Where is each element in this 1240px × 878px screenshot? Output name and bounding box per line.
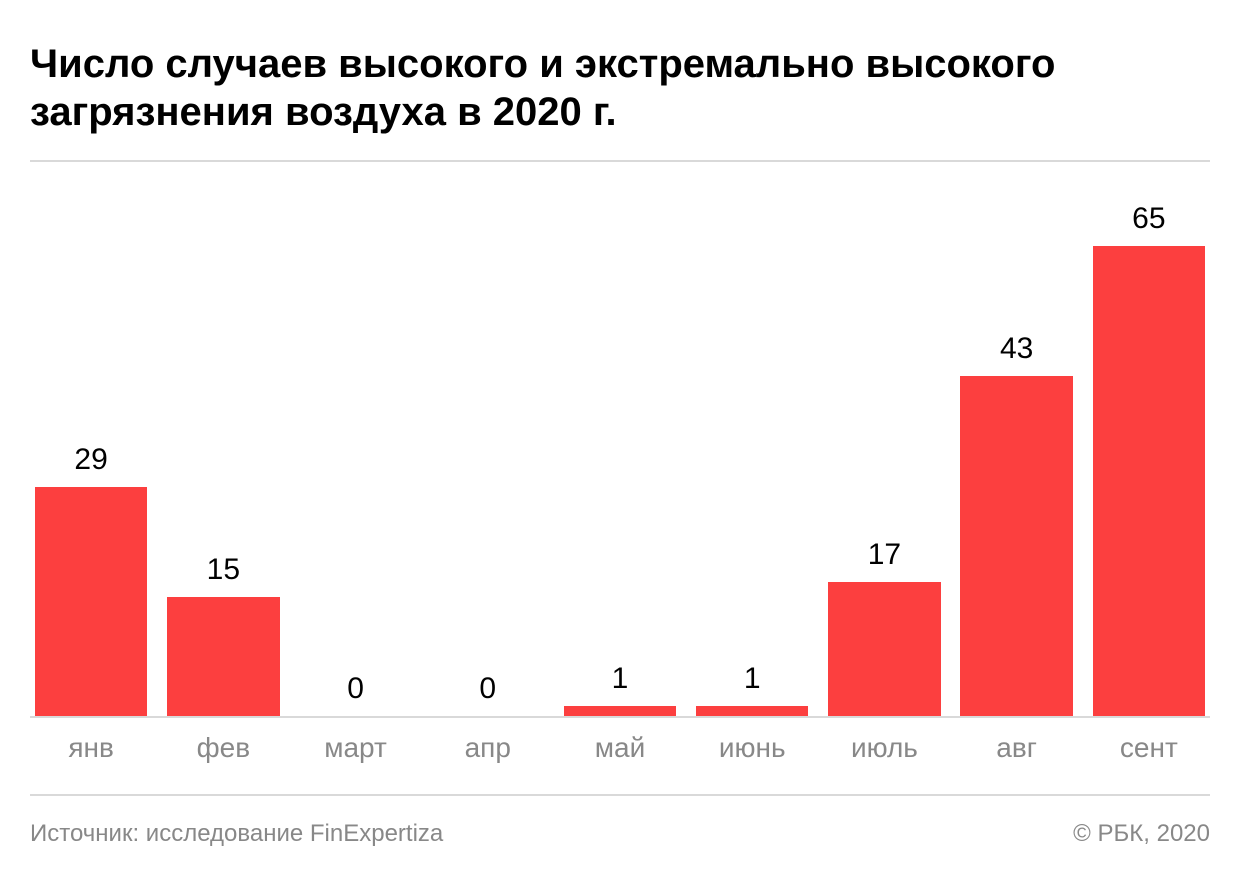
bar: [696, 706, 808, 716]
chart-footer: Источник: исследование FinExpertiza © РБ…: [30, 796, 1210, 848]
bar-column: 43: [956, 202, 1078, 716]
bar: [167, 597, 279, 716]
chart-container: Число случаев высокого и экстремально вы…: [0, 0, 1240, 878]
bar-value-label: 0: [347, 672, 364, 706]
chart-wrap: 29 15 0 0 1 1 17 43 65 янвфевмартапрмайиюнь июльа…: [30, 162, 1210, 796]
bar-value-label: 1: [744, 662, 761, 696]
bar-column: 15: [162, 202, 284, 716]
x-axis-label: фев: [162, 732, 284, 764]
x-axis-label: март: [294, 732, 416, 764]
x-axis-label: сент: [1088, 732, 1210, 764]
chart-title: Число случаев высокого и экстремально вы…: [30, 40, 1210, 162]
bar-column: 29: [30, 202, 152, 716]
copyright-text: © РБК, 2020: [1073, 820, 1210, 848]
bar: [1093, 246, 1205, 716]
bar-column: 0: [427, 202, 549, 716]
bar-value-label: 15: [207, 553, 240, 587]
x-axis-label: авг: [956, 732, 1078, 764]
bar-column: 17: [823, 202, 945, 716]
bar-value-label: 1: [612, 662, 629, 696]
bar-value-label: 17: [868, 538, 901, 572]
x-axis-label: янв: [30, 732, 152, 764]
x-axis-label: май: [559, 732, 681, 764]
bar-column: 1: [691, 202, 813, 716]
x-axis: янвфевмартапрмайиюнь июльавгсент: [30, 718, 1210, 796]
bar-value-label: 65: [1132, 202, 1165, 236]
x-axis-label: июнь: [691, 732, 813, 764]
bar-value-label: 43: [1000, 332, 1033, 366]
bar: [960, 376, 1072, 716]
source-text: Источник: исследование FinExpertiza: [30, 820, 443, 848]
bar-column: 1: [559, 202, 681, 716]
x-axis-label: июль: [823, 732, 945, 764]
bar: [564, 706, 676, 716]
bar-column: 0: [294, 202, 416, 716]
bar: [35, 487, 147, 716]
bar-chart: 29 15 0 0 1 1 17 43 65: [30, 162, 1210, 718]
bar-value-label: 0: [479, 672, 496, 706]
bar: [828, 582, 940, 716]
x-axis-label: апр: [427, 732, 549, 764]
bar-value-label: 29: [74, 443, 107, 477]
bar-column: 65: [1088, 202, 1210, 716]
